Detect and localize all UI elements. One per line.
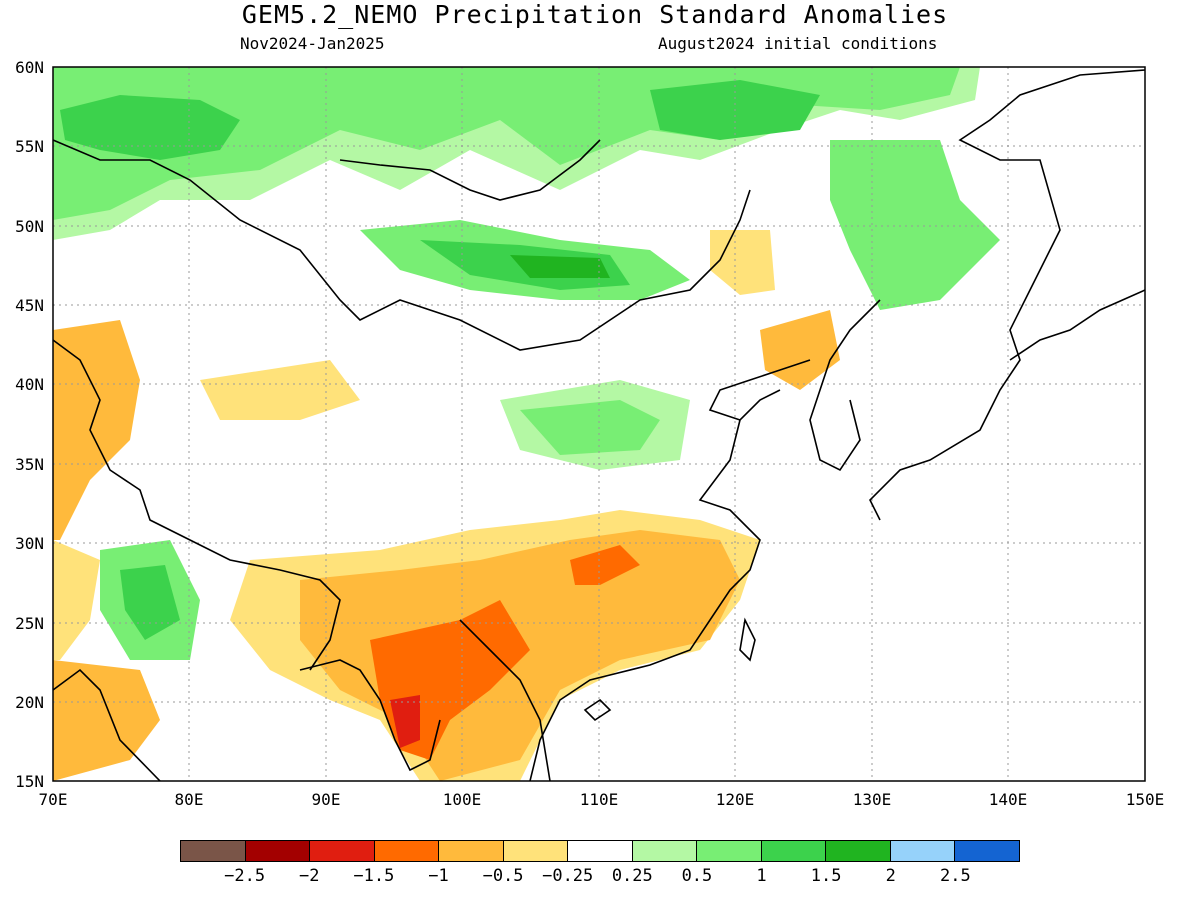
lon-label: 140E [988,790,1028,809]
india-dry [53,660,160,781]
lat-label: 20N [15,693,44,712]
colorbar-swatch [890,841,956,861]
colorbar-label: 2 [885,866,896,886]
lat-label: 50N [15,217,44,236]
colorbar-swatch [955,841,1019,861]
colorbar-swatch [245,841,311,861]
colorbar-label: −1 [428,866,449,886]
initial-conditions: August2024 initial conditions [658,34,938,53]
graticule [53,67,1145,781]
colorbar-label: 0.25 [611,866,653,886]
colorbar-swatch [503,841,569,861]
myanmar-dry-peak [390,695,420,748]
lat-label: 60N [15,58,44,77]
tibet-dry [200,360,360,420]
china-dry-core [570,545,640,585]
lat-label: 15N [15,772,44,791]
colorbar-label: 0.5 [681,866,713,886]
colorbar-label: −0.25 [542,866,594,886]
colorbar-swatch [632,841,698,861]
lon-label: 70E [38,790,68,809]
plot-frame [52,66,1146,782]
lon-label: 80E [174,790,204,809]
west-dry-2 [53,540,100,660]
north-wet-core [60,95,240,160]
forecast-period: Nov2024-Jan2025 [240,34,385,53]
lat-label: 55N [15,137,44,156]
colorbar-swatch [181,841,246,861]
lon-label: 120E [715,790,755,809]
map-title: GEM5.2_NEMO Precipitation Standard Anoma… [241,0,949,29]
lon-label: 110E [579,790,619,809]
lon-label: 130E [852,790,892,809]
lat-label: 35N [15,455,44,474]
lon-label: 100E [442,790,482,809]
colorbar-label: −2.5 [224,866,266,886]
colorbar-label: 1 [756,866,767,886]
colorbar-label: −2 [298,866,320,886]
india-wet-core [120,565,180,640]
colorbar-label: −1.5 [353,866,395,886]
anomaly-field [53,67,1145,781]
lon-label: 150E [1125,790,1165,809]
colorbar-swatch [568,841,633,861]
colorbar-swatch [826,841,891,861]
colorbar-label: 1.5 [810,866,842,886]
colorbar-label: 2.5 [940,866,971,886]
lon-label: 90E [311,790,341,809]
west-dry [53,320,140,540]
colorbar-label: −0.5 [482,866,524,886]
colorbar-swatch [374,841,440,861]
mongolia-wet-peak [510,255,610,278]
coastlines [53,69,1145,781]
lat-label: 30N [15,534,44,553]
colorbar-swatch [697,841,762,861]
lat-label: 25N [15,614,44,633]
central-wet-2 [520,400,660,455]
lat-label: 40N [15,375,44,394]
colorbar-swatch [310,841,375,861]
lat-label: 45N [15,296,44,315]
colorbar-swatch [439,841,504,861]
colorbar [180,840,1020,862]
colorbar-swatch [761,841,827,861]
